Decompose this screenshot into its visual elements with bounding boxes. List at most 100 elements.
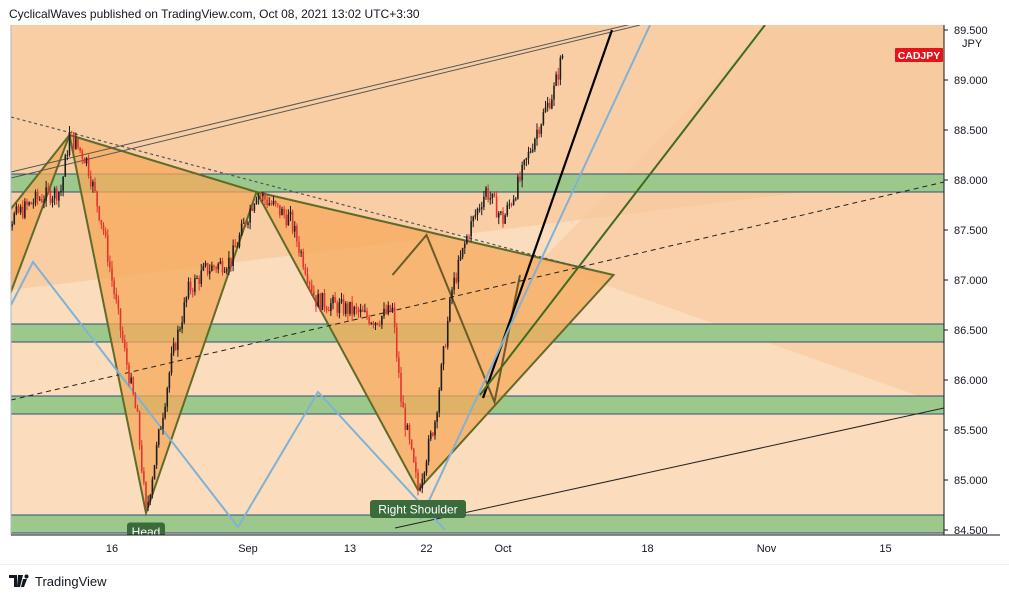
candle-body bbox=[310, 284, 313, 292]
y-tick-label: 88.500 bbox=[954, 125, 988, 137]
lower-trend-line bbox=[394, 407, 944, 529]
candle-body bbox=[327, 309, 330, 312]
candle-body bbox=[313, 291, 315, 296]
candle-body bbox=[417, 472, 419, 491]
candle-body bbox=[406, 425, 409, 430]
head-label-text: Head bbox=[132, 525, 161, 539]
candle-body bbox=[126, 347, 128, 365]
head-label: Head bbox=[127, 522, 165, 539]
candle-body bbox=[136, 408, 139, 412]
candle-body bbox=[24, 201, 26, 218]
candle-body bbox=[410, 439, 413, 449]
candle-body bbox=[72, 132, 75, 149]
candle-body bbox=[47, 187, 50, 191]
candle-body bbox=[219, 261, 222, 264]
candle-body bbox=[548, 102, 551, 109]
pattern-triangle bbox=[254, 190, 616, 492]
candle-body bbox=[383, 308, 385, 317]
candle-body bbox=[45, 187, 47, 201]
y-tick-label: 86.000 bbox=[954, 375, 988, 387]
candle-body bbox=[506, 205, 509, 216]
candle-body bbox=[225, 269, 228, 272]
candle-body bbox=[359, 309, 362, 313]
candle-body bbox=[168, 372, 171, 389]
candle-body bbox=[349, 301, 351, 314]
candle-body bbox=[55, 188, 58, 201]
candle-body bbox=[7, 238, 9, 239]
candle-body bbox=[510, 204, 513, 206]
candle-body bbox=[151, 479, 154, 495]
candle-body bbox=[94, 181, 96, 192]
candle-body bbox=[257, 195, 260, 199]
candle-body bbox=[185, 297, 188, 303]
candle-body bbox=[245, 222, 247, 225]
candle-body bbox=[455, 277, 458, 283]
candle-body bbox=[104, 231, 107, 236]
candle-body bbox=[189, 281, 192, 291]
candle-body bbox=[412, 448, 415, 463]
candle-body bbox=[402, 401, 404, 408]
candle-body bbox=[53, 188, 56, 199]
candle-body bbox=[378, 324, 381, 326]
candle-body bbox=[357, 308, 360, 313]
price-chart[interactable]: Head Right Shoulder 89.500 89.000 88.500 88.… bbox=[0, 0, 1009, 565]
candle-body bbox=[340, 299, 343, 303]
chart-svg[interactable]: Head Right Shoulder 89.500 89.000 88.500 88.… bbox=[0, 0, 1009, 565]
candle-body bbox=[476, 208, 479, 215]
candle-body bbox=[140, 445, 143, 472]
candle-body bbox=[164, 406, 166, 418]
candle-body bbox=[85, 157, 88, 164]
candle-body bbox=[425, 461, 428, 473]
candle-body bbox=[281, 208, 283, 216]
candle-body bbox=[247, 222, 249, 225]
candle-body bbox=[5, 239, 7, 255]
candle-body bbox=[459, 256, 462, 260]
currency-label: JPY bbox=[962, 38, 983, 50]
head-label-bg bbox=[127, 522, 165, 535]
candle-body bbox=[266, 199, 268, 206]
candle-body bbox=[196, 278, 198, 280]
candle-body bbox=[155, 444, 158, 466]
candle-body bbox=[58, 191, 60, 201]
candle-body bbox=[177, 329, 179, 350]
candle-body bbox=[449, 298, 451, 322]
right-shoulder-label-text: Right Shoulder bbox=[378, 503, 457, 517]
neckline-dotted bbox=[11, 116, 591, 271]
candle-body bbox=[368, 317, 370, 324]
candle-body bbox=[49, 190, 52, 203]
candle-body bbox=[60, 190, 62, 192]
candle-body bbox=[497, 213, 500, 218]
wave-zigzag bbox=[11, 260, 446, 531]
candle-body bbox=[272, 200, 275, 205]
candle-body bbox=[381, 316, 383, 325]
candle-body bbox=[1, 257, 3, 271]
candle-body bbox=[432, 432, 434, 436]
candle-body bbox=[242, 222, 245, 224]
tradingview-label: TradingView bbox=[35, 573, 107, 589]
candle-body bbox=[317, 293, 319, 307]
candle-body bbox=[512, 199, 515, 205]
candle-body bbox=[296, 226, 298, 242]
candle-body bbox=[525, 158, 528, 161]
candle-body bbox=[213, 265, 215, 268]
candle-body bbox=[274, 200, 277, 204]
y-tick-label: 86.500 bbox=[954, 325, 988, 337]
candle-body bbox=[36, 191, 39, 200]
candle-body bbox=[223, 271, 226, 273]
candle-body bbox=[361, 309, 364, 312]
candle-body bbox=[3, 255, 5, 257]
candle-body bbox=[234, 245, 237, 248]
candle-body bbox=[26, 201, 28, 205]
candle-body bbox=[451, 289, 453, 299]
candle-body bbox=[183, 302, 186, 323]
candle-body bbox=[502, 211, 504, 224]
candle-body bbox=[400, 372, 402, 402]
candle-body bbox=[153, 465, 156, 480]
candle-body bbox=[538, 129, 540, 134]
candle-body bbox=[308, 282, 311, 285]
candle-body bbox=[546, 102, 549, 108]
candle-body bbox=[302, 251, 305, 268]
tradingview-branding[interactable]: TradingView bbox=[9, 571, 107, 591]
candle-body bbox=[342, 299, 345, 314]
candle-body bbox=[291, 211, 294, 232]
